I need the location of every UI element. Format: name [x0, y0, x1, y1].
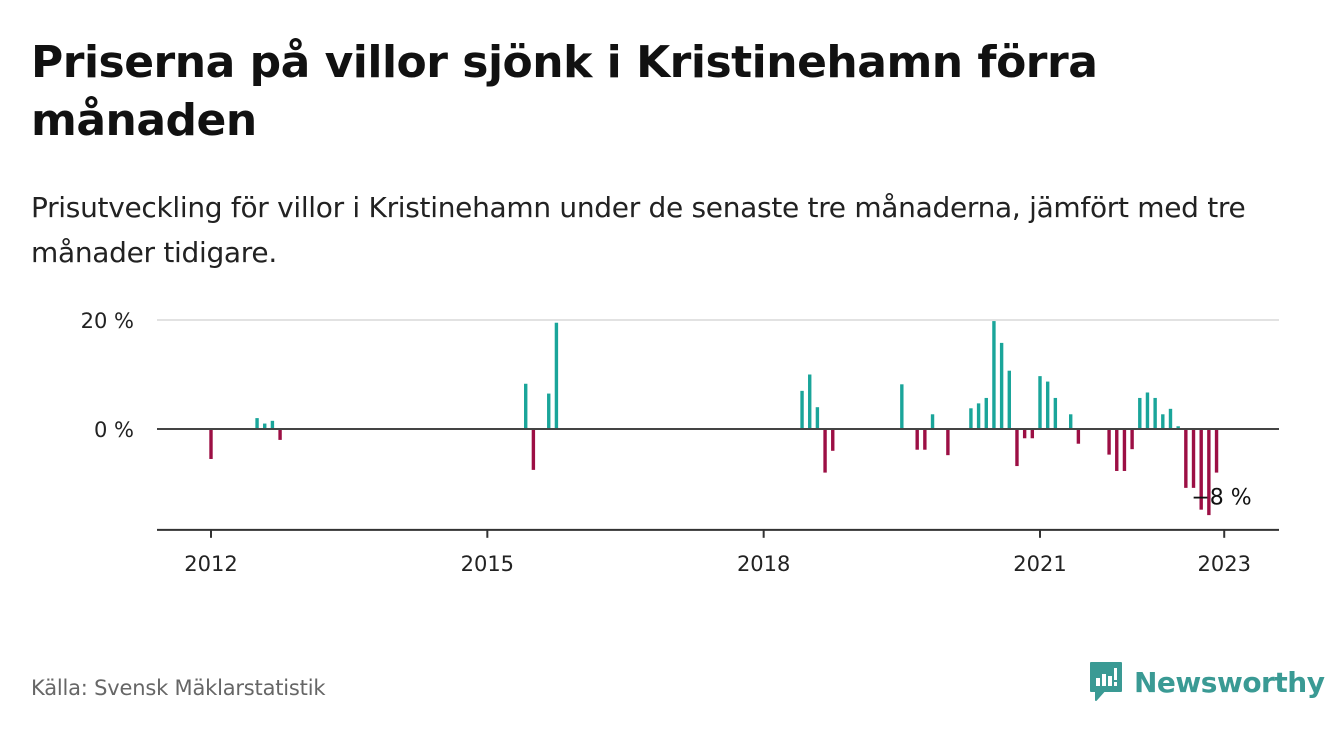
bar — [524, 383, 528, 429]
y-tick-label: 0 % — [94, 418, 134, 442]
newsworthy-logo-icon — [1090, 662, 1122, 701]
label-layer: 0 % 20 % 2012 2015 2018 2021 2023 −8 % — [81, 309, 1252, 576]
bar — [531, 429, 536, 470]
annotation-label: −8 % — [1191, 486, 1251, 511]
bar — [1199, 429, 1203, 510]
x-tick-label: 2015 — [461, 552, 514, 576]
bar — [915, 429, 919, 450]
bar — [1184, 429, 1188, 488]
bar — [984, 397, 988, 430]
bar — [1007, 370, 1011, 429]
bar — [263, 423, 267, 429]
bar — [815, 407, 820, 429]
bar — [969, 408, 973, 429]
bar — [900, 384, 904, 429]
bar — [1138, 397, 1142, 430]
bar — [1168, 408, 1173, 429]
bar — [255, 418, 259, 429]
y-tick-label: 20 % — [81, 309, 134, 333]
bar — [1153, 397, 1157, 430]
bar — [1053, 397, 1058, 430]
bar — [831, 429, 835, 451]
chart-title: Priserna på villor sjönk i Kristinehamn … — [31, 37, 1098, 146]
bar — [976, 403, 981, 429]
bar — [1069, 414, 1073, 430]
bar — [1107, 429, 1111, 455]
bar — [547, 393, 551, 429]
bar — [1076, 429, 1081, 444]
bar — [823, 429, 827, 473]
x-tick-label: 2023 — [1197, 552, 1250, 576]
bars-layer — [209, 321, 1219, 516]
bar — [1207, 429, 1211, 516]
brand-logo[interactable]: Newsworthy — [1088, 660, 1325, 704]
bar — [1038, 376, 1042, 429]
bar — [1214, 429, 1219, 473]
brand-name: Newsworthy — [1134, 665, 1325, 699]
bar — [1115, 429, 1119, 471]
x-tick-label: 2021 — [1013, 552, 1066, 576]
bar — [209, 429, 213, 459]
bar — [1191, 429, 1196, 488]
bar — [1045, 381, 1050, 429]
bar — [278, 429, 282, 440]
bar — [1022, 429, 1027, 439]
bar — [923, 429, 927, 450]
bar — [270, 420, 275, 429]
bar — [554, 322, 559, 430]
bar — [800, 390, 804, 429]
bar — [992, 321, 996, 429]
bar — [1161, 414, 1165, 430]
bar — [1176, 426, 1180, 429]
bar — [946, 429, 950, 456]
bar — [1122, 429, 1127, 471]
source-text: Källa: Svensk Mäklarstatistik — [31, 676, 326, 700]
x-tick-label: 2018 — [737, 552, 790, 576]
bar — [930, 414, 935, 430]
bar — [808, 374, 812, 429]
bar — [1145, 392, 1150, 430]
axis-layer — [157, 428, 1279, 538]
bar — [999, 342, 1004, 429]
chart-subtitle: Prisutveckling för villor i Kristinehamn… — [31, 191, 1246, 269]
bar — [1015, 429, 1019, 467]
x-tick-label: 2012 — [184, 552, 237, 576]
bar — [1030, 429, 1035, 439]
bar-chart: 0 % 20 % 2012 2015 2018 2021 2023 −8 % — [81, 309, 1279, 576]
bar — [1130, 429, 1134, 450]
